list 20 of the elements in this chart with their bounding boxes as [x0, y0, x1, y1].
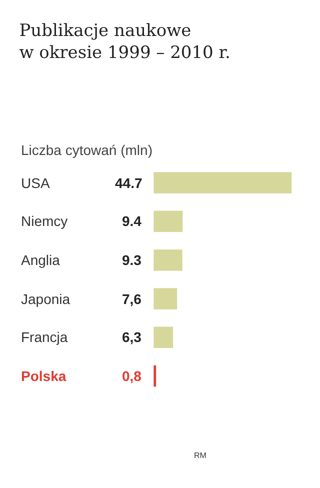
data-label: 9.4 [122, 213, 142, 229]
y-tick-label: Japonia [21, 291, 70, 307]
y-tick-label: Polska [21, 368, 66, 384]
bar [154, 172, 292, 194]
bar [154, 326, 174, 348]
data-label: 6,3 [122, 329, 142, 345]
bar [154, 288, 178, 310]
data-label: 44.7 [115, 175, 142, 191]
chart-title: Publikacje naukowe w okresie 1999 – 2010 r. [19, 21, 230, 64]
y-tick-label: Anglia [21, 252, 60, 268]
bar [154, 210, 183, 232]
y-tick-label: Niemcy [21, 213, 68, 229]
bar [154, 249, 182, 271]
data-label: 0,8 [122, 368, 142, 384]
data-label: 9.3 [122, 252, 142, 268]
y-tick-label: Francja [21, 329, 68, 345]
y-tick-label: USA [21, 175, 50, 191]
chart-subtitle: Liczba cytowań (mln) [21, 142, 152, 158]
data-label: 7,6 [122, 291, 142, 307]
text: RM [194, 451, 207, 460]
